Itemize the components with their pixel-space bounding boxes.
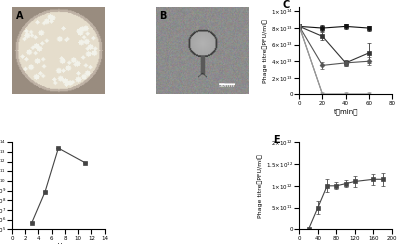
X-axis label: t（min）: t（min） — [334, 108, 358, 115]
Text: B: B — [159, 11, 167, 21]
Y-axis label: Phage titre（PFU/ml）: Phage titre（PFU/ml） — [258, 154, 263, 218]
X-axis label: t（min）: t（min） — [334, 243, 358, 244]
Text: 50nm: 50nm — [219, 83, 235, 88]
Y-axis label: Phage titre（PFU/ml）: Phage titre（PFU/ml） — [262, 19, 268, 83]
X-axis label: pH: pH — [54, 243, 63, 244]
Text: E: E — [273, 135, 280, 145]
Text: C: C — [283, 0, 290, 10]
Text: A: A — [16, 11, 23, 21]
